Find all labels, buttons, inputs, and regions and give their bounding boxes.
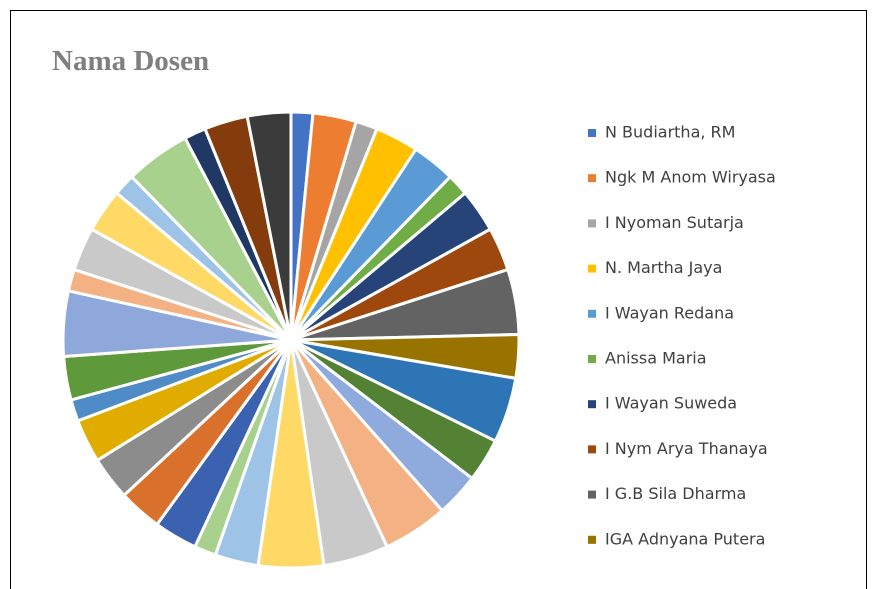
legend-label: Anissa Maria [605,349,707,368]
chart-title: Nama Dosen [52,45,209,77]
legend-swatch [588,219,596,228]
legend-label: Ngk M Anom Wiryasa [605,168,776,187]
legend-swatch [588,264,596,273]
legend-label: N Budiartha, RM [605,123,735,142]
legend-label: I G.B Sila Dharma [605,484,746,503]
legend-label: I Nyoman Sutarja [605,213,744,232]
legend-swatch [588,129,596,137]
legend-swatch [588,400,596,409]
chart-frame [10,10,867,589]
legend-swatch [588,490,596,499]
pie-slice [245,110,293,342]
legend-swatch [588,355,596,363]
legend-swatch [588,445,596,454]
legend-swatch [588,535,596,544]
legend-swatch [588,309,596,318]
legend-label: I Wayan Redana [605,303,734,322]
legend-label: I Nym Arya Thanaya [605,439,768,458]
legend-label: IGA Adnyana Putera [605,529,765,548]
legend-label: N. Martha Jaya [605,258,722,277]
legend-swatch [588,174,596,183]
legend-label: I Wayan Suweda [605,394,737,413]
